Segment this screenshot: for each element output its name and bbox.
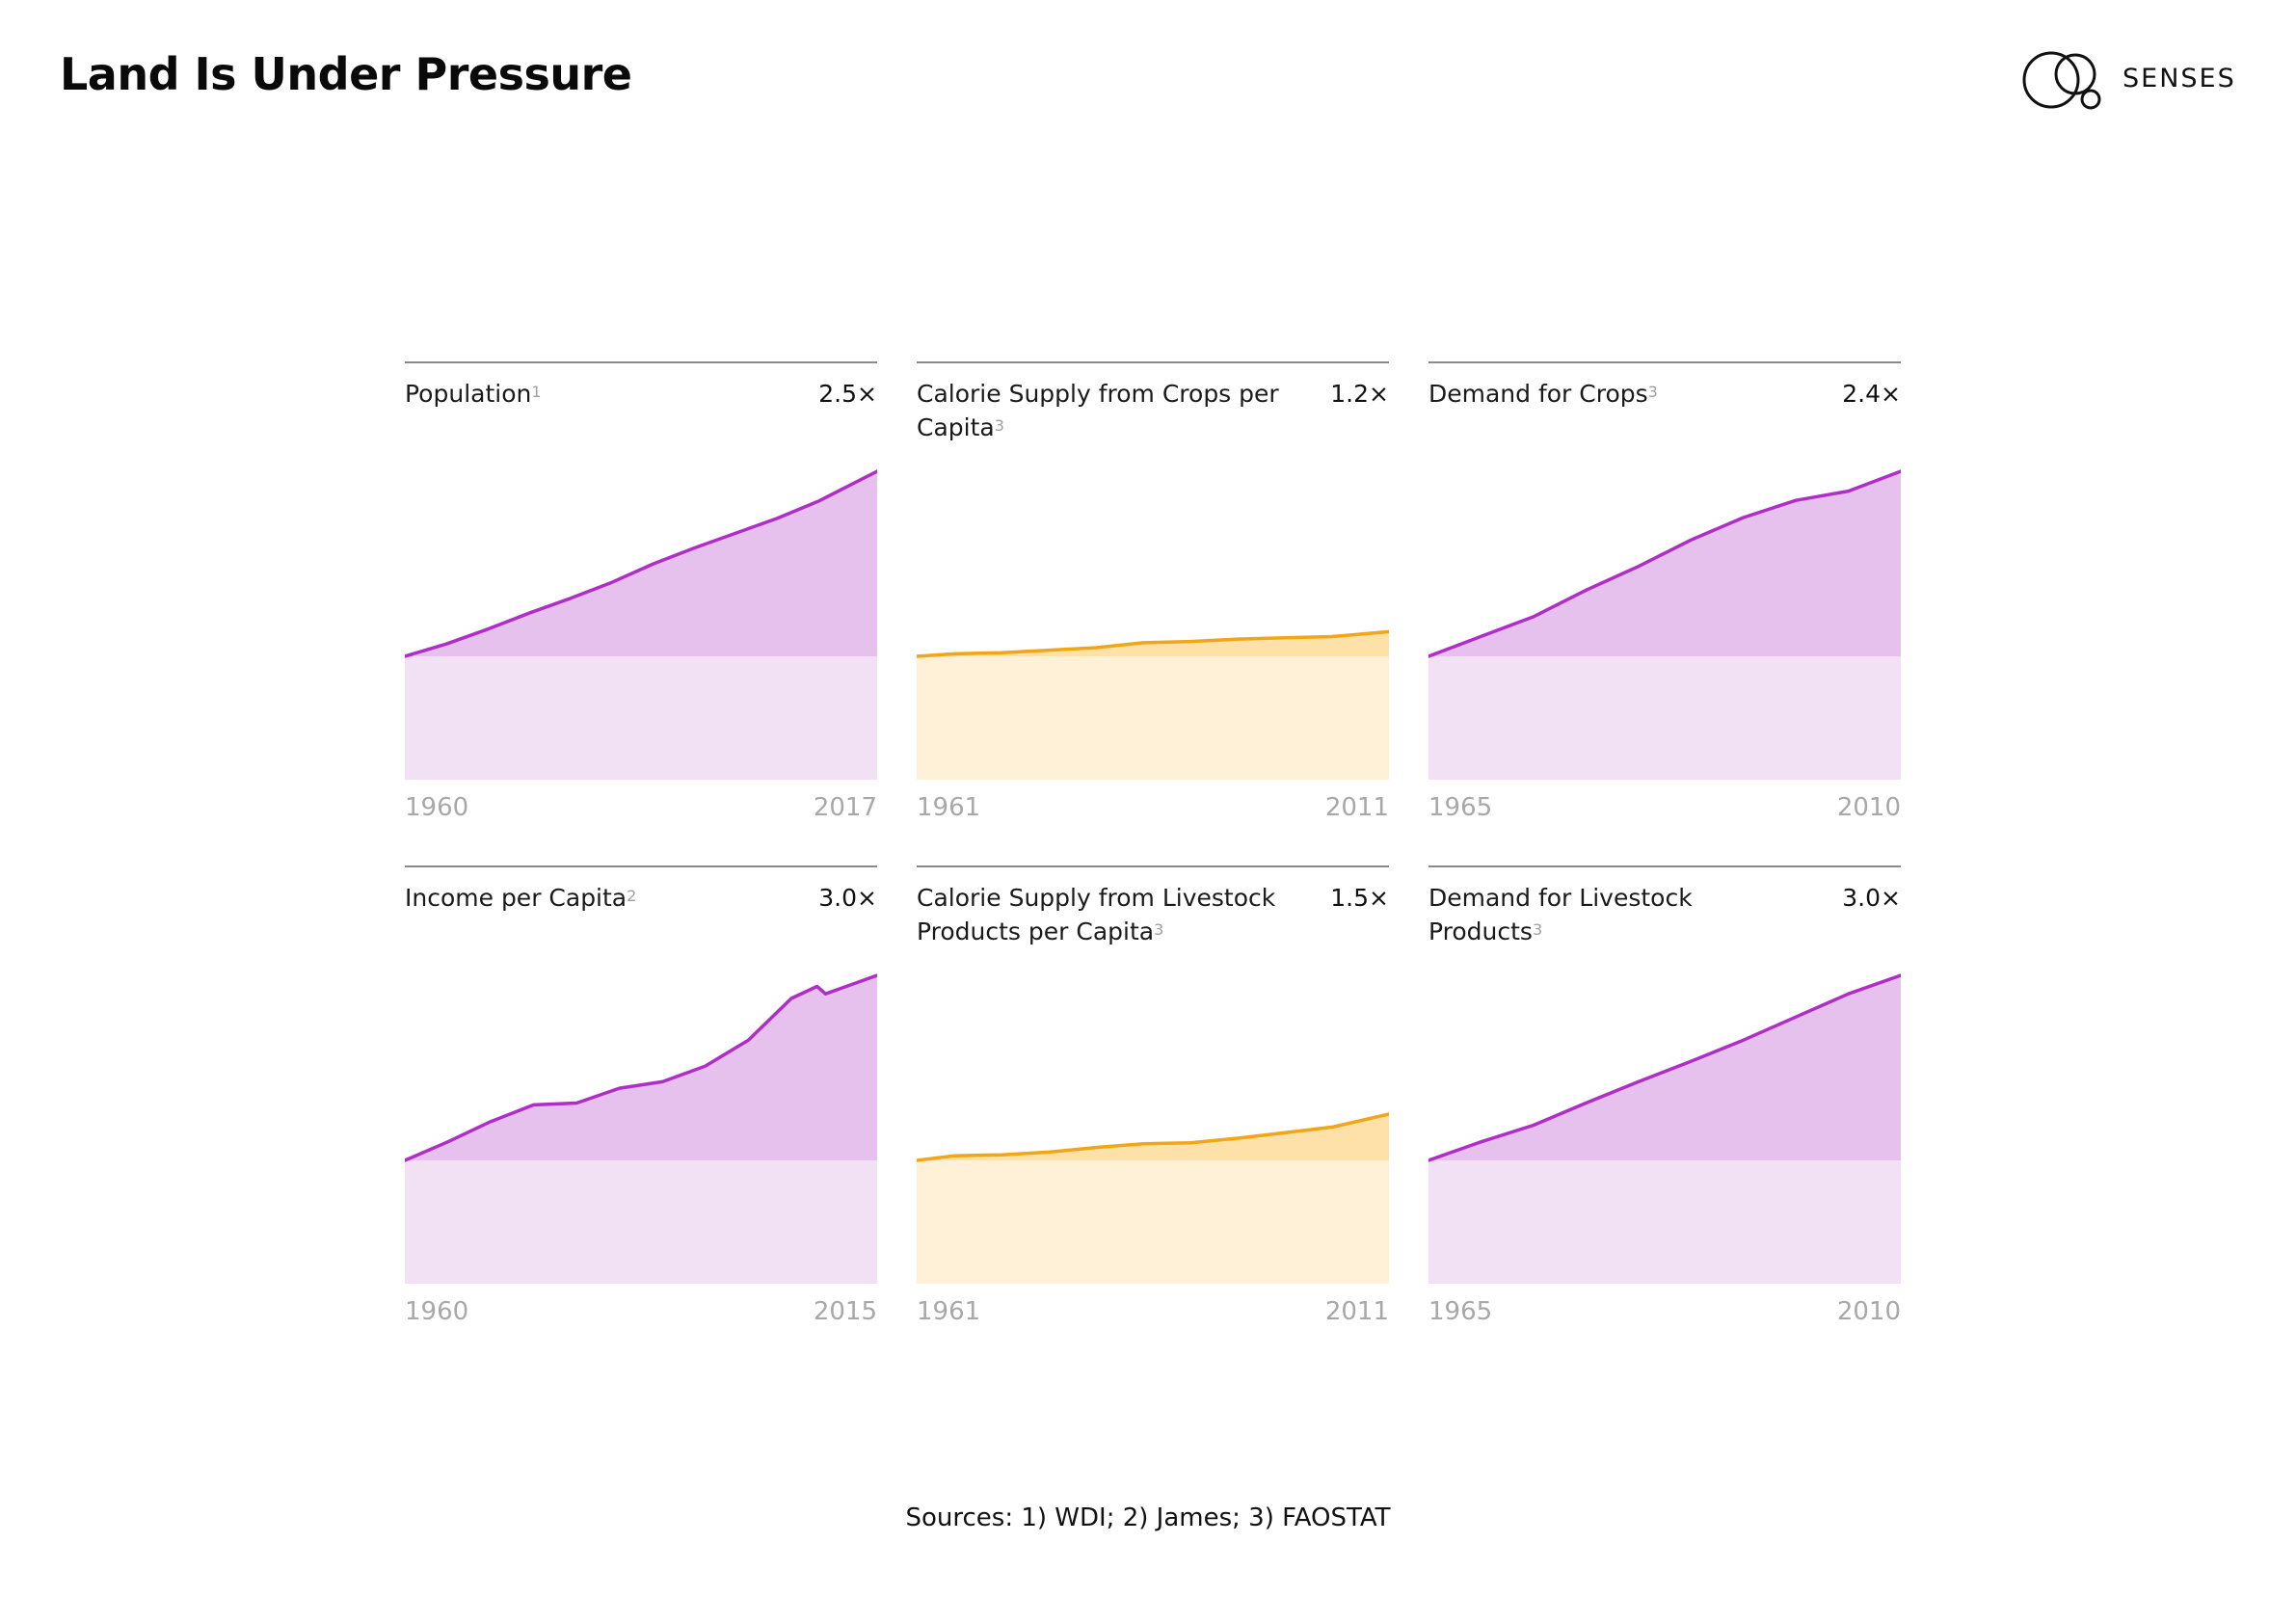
growth-area — [1428, 471, 1901, 656]
series-line — [1428, 973, 1901, 1162]
baseline-band — [405, 656, 877, 780]
x-axis-start-label: 1960 — [405, 793, 469, 822]
source-footnote-ref: 3 — [1154, 920, 1164, 939]
growth-area — [405, 471, 877, 656]
series-line — [1428, 469, 1901, 658]
panel-title: Population1 — [405, 377, 781, 411]
growth-area — [405, 975, 877, 1160]
x-axis-start-label: 1965 — [1428, 793, 1493, 822]
growth-factor: 2.5× — [818, 380, 877, 408]
area-chart — [917, 629, 1389, 780]
growth-factor: 2.4× — [1842, 380, 1901, 408]
x-axis-end-label: 2015 — [813, 1297, 877, 1326]
brand[interactable]: SENSES — [2022, 48, 2254, 112]
x-axis-end-label: 2010 — [1836, 1297, 1901, 1326]
chart-panel-calorie-crops: Calorie Supply from Crops per Capita3 1.… — [917, 361, 1389, 863]
panel-top-rule — [1428, 865, 1901, 867]
growth-factor: 3.0× — [818, 884, 877, 912]
source-footnote-ref: 1 — [531, 383, 542, 401]
sources-note: Sources: 1) WDI; 2) James; 3) FAOSTAT — [905, 1503, 1391, 1532]
panel-top-rule — [917, 865, 1389, 867]
area-chart — [1428, 469, 1901, 780]
panel-title: Calorie Supply from Livestock Products p… — [917, 881, 1293, 948]
area-chart — [405, 469, 877, 780]
x-axis-end-label: 2017 — [813, 793, 877, 822]
chart-panel-demand-livestock: Demand for Livestock Products3 3.0× 1965… — [1428, 865, 1901, 1367]
chart-panel-demand-crops: Demand for Crops3 2.4× 1965 2010 — [1428, 361, 1901, 863]
panel-title: Calorie Supply from Crops per Capita3 — [917, 377, 1293, 444]
chart-panel-population: Population1 2.5× 1960 2017 — [405, 361, 877, 863]
area-chart — [1428, 973, 1901, 1284]
x-axis-start-label: 1960 — [405, 1297, 469, 1326]
baseline-band — [917, 656, 1389, 780]
baseline-band — [1428, 656, 1901, 780]
panel-top-rule — [405, 361, 877, 363]
area-chart — [405, 973, 877, 1284]
panel-title: Demand for Livestock Products3 — [1428, 881, 1804, 948]
source-footnote-ref: 3 — [1647, 383, 1658, 401]
page-title: Land Is Under Pressure — [60, 48, 632, 100]
source-footnote-ref: 3 — [994, 416, 1004, 435]
baseline-band — [405, 1160, 877, 1284]
growth-factor: 3.0× — [1842, 884, 1901, 912]
growth-area — [917, 1114, 1389, 1160]
x-axis-start-label: 1961 — [917, 1297, 981, 1326]
panel-title-text: Population — [405, 380, 532, 408]
panel-top-rule — [405, 865, 877, 867]
x-axis-start-label: 1965 — [1428, 1297, 1493, 1326]
panel-top-rule — [917, 361, 1389, 363]
x-axis-start-label: 1961 — [917, 793, 981, 822]
panel-title-text: Demand for Livestock Products — [1428, 884, 1693, 945]
source-footnote-ref: 2 — [627, 887, 637, 905]
panel-top-rule — [1428, 361, 1901, 363]
brand-name: SENSES — [2122, 64, 2236, 93]
growth-factor: 1.2× — [1330, 380, 1389, 408]
growth-area — [1428, 975, 1901, 1160]
growth-factor: 1.5× — [1330, 884, 1389, 912]
source-footnote-ref: 3 — [1532, 920, 1543, 939]
chart-panel-calorie-livestock: Calorie Supply from Livestock Products p… — [917, 865, 1389, 1367]
panel-title-text: Demand for Crops — [1428, 380, 1648, 408]
panel-title-text: Income per Capita — [405, 884, 627, 912]
series-line — [405, 469, 877, 658]
x-axis-end-label: 2010 — [1836, 793, 1901, 822]
panel-title-text: Calorie Supply from Livestock Products p… — [917, 884, 1276, 945]
chart-panel-income: Income per Capita2 3.0× 1960 2015 — [405, 865, 877, 1367]
panel-title: Demand for Crops3 — [1428, 377, 1804, 411]
baseline-band — [917, 1160, 1389, 1284]
panel-title: Income per Capita2 — [405, 881, 781, 915]
overlapping-circles-logo-icon — [2022, 51, 2101, 110]
baseline-band — [1428, 1160, 1901, 1284]
area-chart — [917, 1112, 1389, 1284]
panel-title-text: Calorie Supply from Crops per Capita — [917, 380, 1279, 441]
x-axis-end-label: 2011 — [1324, 1297, 1389, 1326]
x-axis-end-label: 2011 — [1324, 793, 1389, 822]
